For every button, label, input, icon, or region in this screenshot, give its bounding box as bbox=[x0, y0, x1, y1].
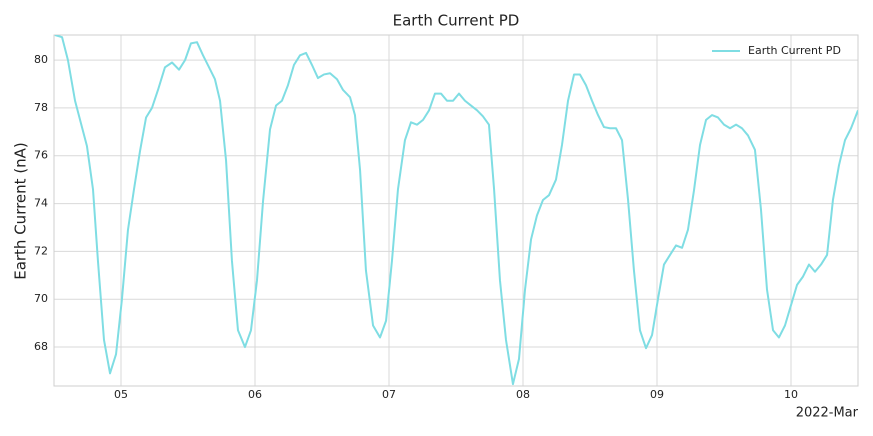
x-tick-label: 10 bbox=[784, 388, 798, 401]
x-tick-label: 07 bbox=[382, 388, 396, 401]
y-axis-label: Earth Current (nA) bbox=[12, 142, 30, 280]
chart-title: Earth Current PD bbox=[393, 12, 520, 30]
y-tick-label: 72 bbox=[34, 244, 48, 257]
plot-frame bbox=[53, 34, 859, 387]
legend-label: Earth Current PD bbox=[748, 44, 841, 57]
y-tick-label: 68 bbox=[34, 340, 48, 353]
x-tick-label: 05 bbox=[114, 388, 128, 401]
y-tick-label: 76 bbox=[34, 149, 48, 162]
y-tick-label: 80 bbox=[34, 53, 48, 66]
y-tick-label: 70 bbox=[34, 292, 48, 305]
x-tick-label: 08 bbox=[516, 388, 530, 401]
x-tick-label: 06 bbox=[248, 388, 262, 401]
y-tick-label: 74 bbox=[34, 197, 48, 210]
y-tick-label: 78 bbox=[34, 101, 48, 114]
x-offset-label: 2022-Mar bbox=[796, 406, 859, 421]
x-tick-label: 09 bbox=[650, 388, 664, 401]
data-line bbox=[54, 35, 858, 386]
